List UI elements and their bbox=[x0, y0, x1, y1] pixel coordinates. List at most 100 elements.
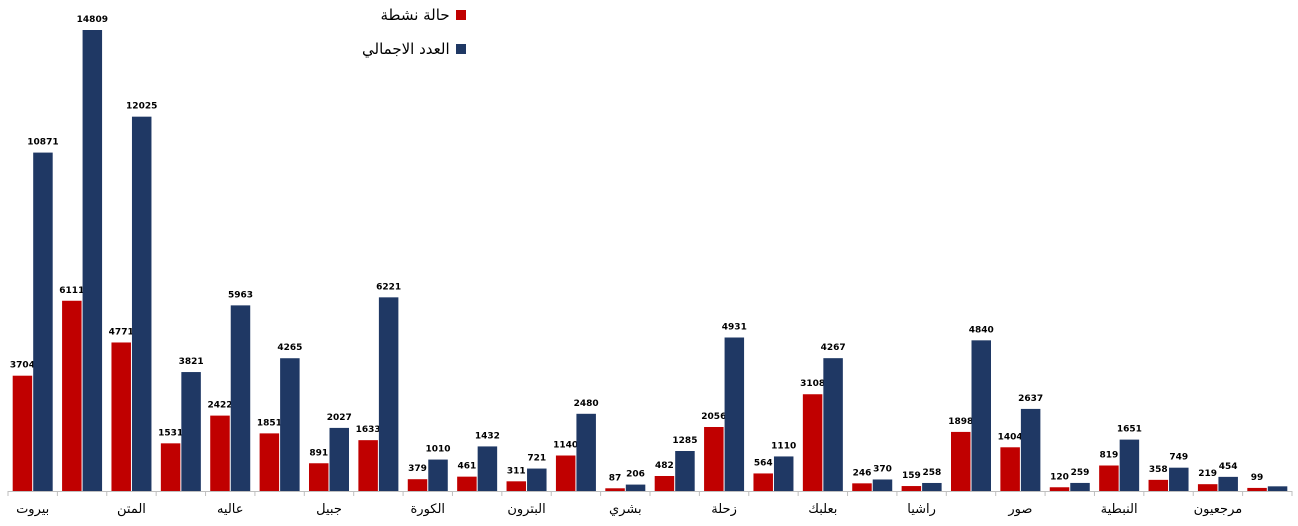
data-label-active: 461 bbox=[458, 462, 477, 472]
bar-active bbox=[1247, 487, 1267, 491]
bar-active bbox=[62, 300, 82, 491]
bar-total bbox=[724, 337, 745, 491]
x-tick-label: زحلة bbox=[711, 502, 737, 517]
bar-active bbox=[358, 440, 378, 491]
data-label-total: 4931 bbox=[722, 322, 747, 332]
data-label-total: 206 bbox=[626, 470, 645, 480]
bar-total bbox=[576, 413, 596, 491]
data-label-active: 1898 bbox=[948, 417, 973, 427]
bar-total bbox=[428, 459, 448, 491]
bar-total bbox=[872, 479, 893, 491]
bar-total bbox=[1267, 486, 1288, 491]
bar-total bbox=[1169, 467, 1189, 491]
bar-active bbox=[802, 394, 823, 491]
legend-item-total: العدد الاجمالي bbox=[362, 38, 466, 60]
bar-total bbox=[230, 305, 251, 491]
data-label-active: 87 bbox=[609, 473, 622, 483]
bar-total bbox=[280, 358, 300, 491]
data-label-active: 311 bbox=[507, 466, 526, 476]
legend-swatch-total bbox=[455, 44, 466, 54]
x-tick-label: صور bbox=[1007, 502, 1032, 517]
data-label-total: 10871 bbox=[27, 138, 58, 148]
x-tick-label: بيروت bbox=[16, 502, 49, 517]
x-tick-label: عاليه bbox=[217, 502, 244, 517]
bar-total bbox=[527, 468, 547, 491]
data-label-active: 3108 bbox=[800, 379, 825, 389]
data-label-active: 1140 bbox=[553, 441, 578, 451]
bar-active bbox=[555, 455, 576, 491]
bar-total bbox=[181, 372, 201, 491]
bar-total bbox=[675, 450, 695, 491]
data-label-active: 246 bbox=[853, 468, 872, 478]
data-label-active: 379 bbox=[408, 464, 427, 474]
bar-active bbox=[210, 415, 230, 491]
data-label-active: 1404 bbox=[998, 432, 1023, 442]
data-label-active: 99 bbox=[1251, 473, 1264, 483]
data-label-total: 4265 bbox=[277, 343, 302, 353]
data-label-active: 1531 bbox=[158, 428, 183, 438]
data-label-total: 4267 bbox=[821, 343, 846, 353]
data-label-total: 3821 bbox=[179, 357, 204, 367]
data-label-total: 5963 bbox=[228, 290, 253, 300]
data-label-total: 1110 bbox=[771, 441, 796, 451]
data-label-total: 749 bbox=[1169, 453, 1188, 463]
bar-total bbox=[823, 358, 843, 491]
data-label-total: 14809 bbox=[77, 15, 108, 25]
bar-total bbox=[971, 340, 991, 491]
data-label-active: 120 bbox=[1050, 472, 1069, 482]
data-label-total: 454 bbox=[1219, 462, 1238, 472]
x-tick-label: مرجعيون bbox=[1194, 502, 1243, 517]
data-label-total: 721 bbox=[527, 454, 546, 464]
bar-total bbox=[773, 456, 794, 491]
bar-active bbox=[12, 375, 33, 491]
bar-total bbox=[1119, 439, 1140, 491]
data-label-total: 1651 bbox=[1117, 425, 1142, 435]
bar-active bbox=[1197, 484, 1218, 491]
x-tick-label: جبيل bbox=[316, 502, 342, 517]
data-label-total: 370 bbox=[873, 464, 892, 474]
bar-total bbox=[1020, 408, 1041, 491]
bar-total bbox=[1070, 482, 1090, 491]
data-label-total: 259 bbox=[1071, 468, 1090, 478]
data-label-active: 219 bbox=[1198, 469, 1217, 479]
data-label-active: 2056 bbox=[701, 412, 726, 422]
data-label-total: 2027 bbox=[327, 413, 352, 423]
bar-active bbox=[1148, 479, 1169, 491]
legend-item-active: حالة نشطة bbox=[362, 4, 466, 26]
bar-total bbox=[1218, 476, 1238, 491]
bar-total bbox=[922, 482, 942, 491]
bar-total bbox=[477, 446, 498, 491]
bar-total bbox=[131, 116, 152, 492]
x-tick-label: راشيا bbox=[907, 502, 936, 517]
bar-active bbox=[1000, 447, 1020, 491]
data-label-total: 12025 bbox=[126, 102, 157, 112]
data-label-total: 1010 bbox=[425, 445, 450, 455]
legend-label-active: حالة نشطة bbox=[380, 6, 450, 24]
data-label-active: 3704 bbox=[10, 361, 35, 371]
bar-active bbox=[901, 486, 922, 491]
data-label-total: 2637 bbox=[1018, 394, 1043, 404]
bar-active bbox=[753, 473, 773, 491]
data-label-total: 1285 bbox=[672, 436, 697, 446]
x-tick-label: بعلبك bbox=[808, 502, 837, 517]
legend-label-total: العدد الاجمالي bbox=[362, 40, 450, 58]
bar-active bbox=[704, 426, 724, 491]
data-label-active: 819 bbox=[1100, 451, 1119, 461]
bar-total bbox=[33, 152, 53, 491]
data-label-active: 2422 bbox=[207, 401, 232, 411]
x-tick-label: المتن bbox=[117, 502, 146, 517]
legend-swatch-active bbox=[455, 10, 466, 20]
data-label-active: 482 bbox=[655, 461, 674, 471]
data-label-total: 4840 bbox=[969, 325, 994, 335]
data-label-active: 1851 bbox=[257, 418, 282, 428]
bar-active bbox=[1099, 465, 1119, 491]
data-label-active: 1633 bbox=[356, 425, 381, 435]
data-label-total: 258 bbox=[922, 468, 941, 478]
bar-active bbox=[309, 463, 329, 491]
bar-active bbox=[259, 433, 280, 491]
bar-active bbox=[407, 479, 428, 491]
bar-active bbox=[654, 475, 675, 491]
legend: حالة نشطة العدد الاجمالي bbox=[362, 4, 466, 72]
